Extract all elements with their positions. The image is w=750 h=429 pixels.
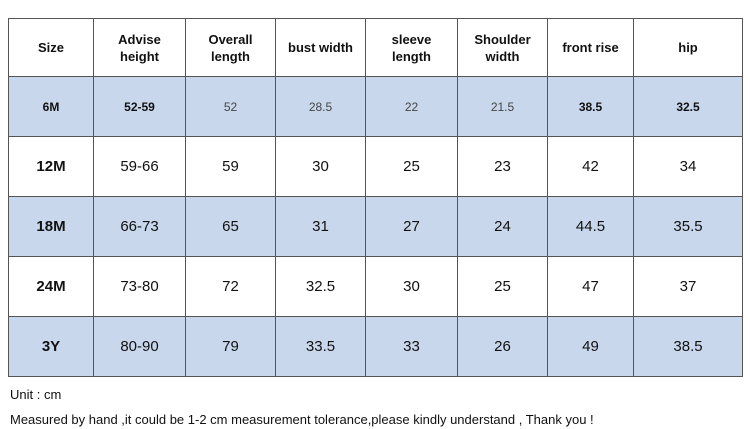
value-cell: 47 [547,256,634,317]
value-cell: 28.5 [275,76,366,137]
value-cell: 79 [185,316,276,377]
table-row: 24M 73-80 72 32.5 30 25 47 37 [8,256,743,317]
value-cell: 73-80 [93,256,186,317]
value-cell: 26 [457,316,548,377]
header-text: Overall length [208,31,253,64]
value-cell: 65 [185,196,276,257]
value-cell: 80-90 [93,316,186,377]
header-cell: Shoulder width [457,18,548,77]
size-cell: 12M [8,136,94,197]
value-cell: 66-73 [93,196,186,257]
value-cell: 49 [547,316,634,377]
unit-note: Unit : cm [10,387,62,402]
value-cell: 35.5 [633,196,743,257]
value-cell: 33.5 [275,316,366,377]
size-cell: 24M [8,256,94,317]
value-cell: 37 [633,256,743,317]
value-cell: 52 [185,76,276,137]
value-cell: 21.5 [457,76,548,137]
header-text: Size [37,40,64,55]
size-cell: 6M [8,76,94,137]
value-cell: 24 [457,196,548,257]
header-cell: front rise [547,18,634,77]
value-cell: 30 [365,256,458,317]
value-cell: 44.5 [547,196,634,257]
size-cell: 18M [8,196,94,257]
size-table: Size Advise height Overall length bust widt… [8,18,743,377]
value-cell: 33 [365,316,458,377]
value-cell: 31 [275,196,366,257]
value-cell: 27 [365,196,458,257]
value-cell: 25 [457,256,548,317]
header-cell: sleeve length [365,18,458,77]
value-cell: 23 [457,136,548,197]
header-cell: Overall length [185,18,276,77]
value-cell: 59-66 [93,136,186,197]
header-text: Advise height [118,31,161,64]
value-cell: 32.5 [275,256,366,317]
size-cell: 3Y [8,316,94,377]
header-text: hip [678,40,698,55]
header-text: sleeve length [391,31,432,64]
header-cell: Size [8,18,94,77]
value-cell: 34 [633,136,743,197]
header-cell: Advise height [93,18,186,77]
header-text: Shoulder width [474,31,531,64]
header-text: front rise [562,40,619,55]
value-cell: 22 [365,76,458,137]
value-cell: 72 [185,256,276,317]
value-cell: 38.5 [633,316,743,377]
table-row: 6M 52-59 52 28.5 22 21.5 38.5 32.5 [8,76,743,137]
table-row: 18M 66-73 65 31 27 24 44.5 35.5 [8,196,743,257]
header-cell: hip [633,18,743,77]
table-row: 3Y 80-90 79 33.5 33 26 49 38.5 [8,316,743,377]
value-cell: 52-59 [93,76,186,137]
value-cell: 25 [365,136,458,197]
value-cell: 32.5 [633,76,743,137]
value-cell: 38.5 [547,76,634,137]
header-text: bust width [288,40,353,55]
table-row: 12M 59-66 59 30 25 23 42 34 [8,136,743,197]
table-body: 6M 52-59 52 28.5 22 21.5 38.5 32.5 12M 59-66 59 30 2… [8,76,743,377]
value-cell: 59 [185,136,276,197]
header-cell: bust width [275,18,366,77]
value-cell: 42 [547,136,634,197]
tolerance-note: Measured by hand ,it could be 1-2 cm mea… [10,412,594,427]
value-cell: 30 [275,136,366,197]
header-row: Size Advise height Overall length bust widt… [8,18,743,77]
